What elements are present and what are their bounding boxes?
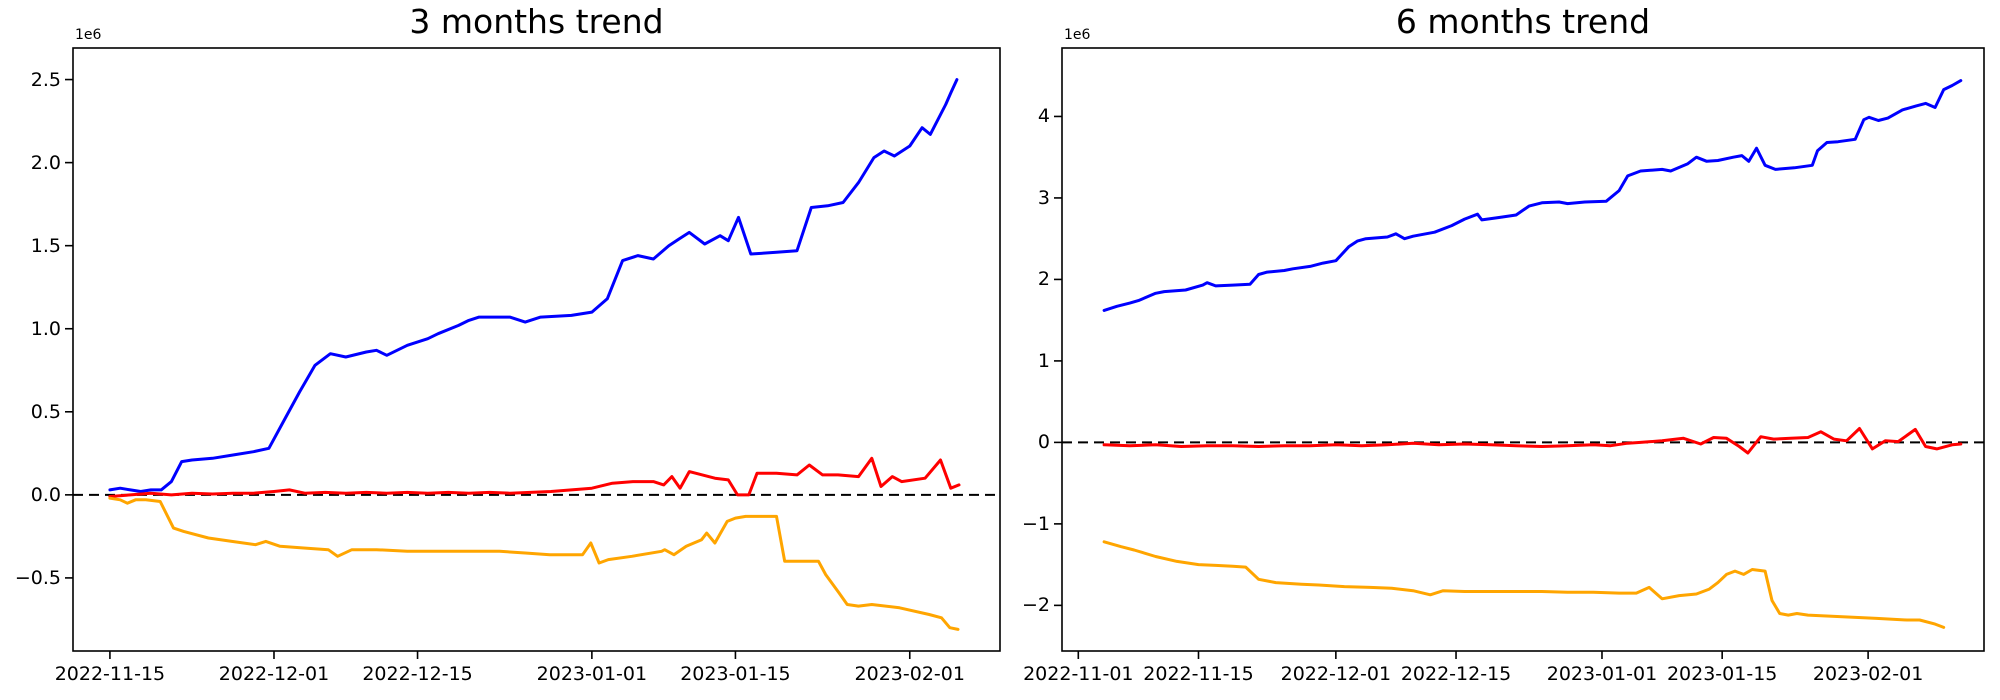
- x-axis-tick-label: 2022-12-15: [362, 663, 473, 685]
- y-axis-tick-label: 1.5: [30, 234, 61, 257]
- plot-frame: [72, 47, 1001, 652]
- y-axis-tick-label: −1: [1021, 512, 1050, 535]
- x-axis-tick-label: 2023-01-15: [1666, 663, 1778, 685]
- x-axis-tick-label: 2023-02-01: [1812, 663, 1924, 685]
- plot-frame: [1061, 47, 1985, 652]
- x-axis-tick-label: 2022-12-01: [218, 663, 330, 685]
- chart-title: 3 months trend: [409, 2, 664, 41]
- y-axis-tick-label: 3: [1037, 186, 1050, 209]
- x-axis-tick-label: 2023-02-01: [854, 663, 965, 685]
- y-axis-tick-label: 2.0: [30, 151, 61, 174]
- blue-series-line: [1102, 79, 1963, 312]
- x-axis-tick-label: 2022-11-15: [54, 663, 166, 685]
- y-axis-tick-label: 2: [1037, 268, 1050, 291]
- y-axis-tick-label: 0.0: [30, 483, 61, 506]
- plot-area: [1054, 47, 1985, 659]
- x-axis-tick-label: 2022-11-15: [1143, 663, 1254, 685]
- chart-title: 6 months trend: [1395, 2, 1651, 41]
- x-axis-tick-label: 2022-12-01: [1280, 663, 1392, 685]
- x-axis-tick-label: 2023-01-15: [680, 663, 791, 685]
- y-axis-tick-label: −0.5: [14, 566, 61, 589]
- x-axis-tick-label: 2023-01-01: [1546, 663, 1658, 685]
- red-series-line: [1102, 427, 1963, 455]
- orange-series-line: [108, 496, 960, 631]
- plot-area: [65, 47, 1001, 659]
- red-series-line: [108, 456, 961, 498]
- y-axis-offset-label: 1e6: [1064, 27, 1091, 43]
- chart-6-months-trend: 6 months trend 1e6 2022-11-01 2022-11-15 2…: [1022, 2, 1985, 685]
- y-axis-tick-label: 4: [1037, 105, 1050, 128]
- x-axis-tick-label: 2022-11-01: [1023, 663, 1134, 685]
- y-axis-offset-label: 1e6: [75, 27, 102, 43]
- orange-series-line: [1102, 540, 1946, 629]
- x-axis-tick-label: 2023-01-01: [536, 663, 648, 685]
- y-axis-tick-label: 0: [1037, 431, 1050, 454]
- y-axis-tick-label: 2.5: [30, 68, 61, 91]
- y-axis-tick-label: 1.0: [30, 317, 61, 340]
- y-axis-tick-label: 0.5: [30, 400, 61, 423]
- y-axis-tick-label: −2: [1021, 594, 1050, 617]
- y-axis-tick-label: 1: [1037, 349, 1050, 372]
- chart-3-months-trend: 3 months trend 1e6 2022-11-15 2022-12-01 2…: [15, 2, 1001, 685]
- blue-series-line: [108, 78, 959, 493]
- x-axis-tick-label: 2022-12-15: [1400, 663, 1512, 685]
